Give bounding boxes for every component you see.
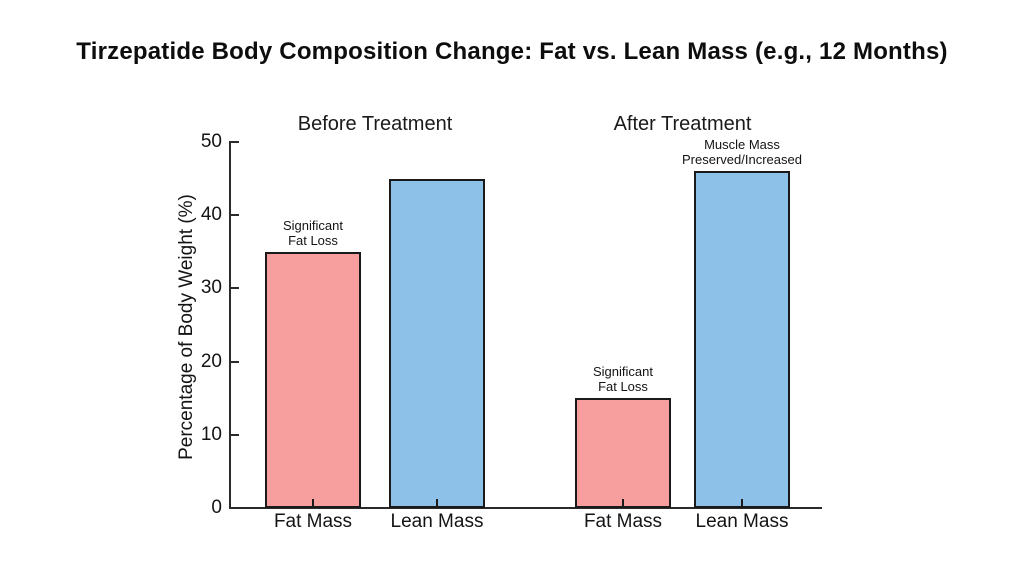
group-title: After Treatment: [613, 113, 752, 135]
bar-annotation: Significant Fat Loss: [593, 364, 653, 395]
x-axis-spine: [229, 507, 822, 509]
y-tick-label: 50: [200, 131, 222, 152]
y-axis-tick: [231, 141, 239, 143]
y-axis-tick: [231, 433, 239, 436]
bar-lean-mass: [389, 178, 485, 508]
x-axis-tick: [312, 499, 314, 507]
x-axis-tick: [622, 499, 624, 507]
bar-annotation: Significant Fat Loss: [283, 217, 343, 248]
y-tick-label: 30: [200, 277, 222, 299]
y-axis-spine: [229, 141, 231, 509]
bar-lean-mass: [694, 171, 790, 508]
y-axis-tick: [231, 507, 239, 509]
y-axis-tick: [231, 287, 239, 290]
x-tick-label: Lean Mass: [390, 511, 484, 532]
y-tick-label: 10: [200, 423, 222, 445]
bar-fat-mass: [575, 398, 671, 508]
x-tick-label: Fat Mass: [583, 511, 663, 532]
y-tick-label: 20: [200, 350, 222, 372]
bar-annotation: Muscle Mass Preserved/Increased: [682, 137, 802, 168]
x-tick-label: Fat Mass: [273, 511, 353, 532]
x-tick-label: Lean Mass: [695, 511, 789, 532]
y-axis-tick: [231, 214, 239, 217]
x-axis-tick: [436, 499, 438, 507]
bar-fat-mass: [265, 251, 361, 508]
y-tick-label: 40: [200, 204, 222, 226]
x-axis-tick: [741, 499, 743, 507]
y-axis-tick: [231, 360, 239, 363]
chart-title: Tirzepatide Body Composition Change: Fat…: [76, 38, 948, 65]
y-tick-label: 0: [211, 497, 222, 518]
group-title: Before Treatment: [297, 113, 453, 135]
